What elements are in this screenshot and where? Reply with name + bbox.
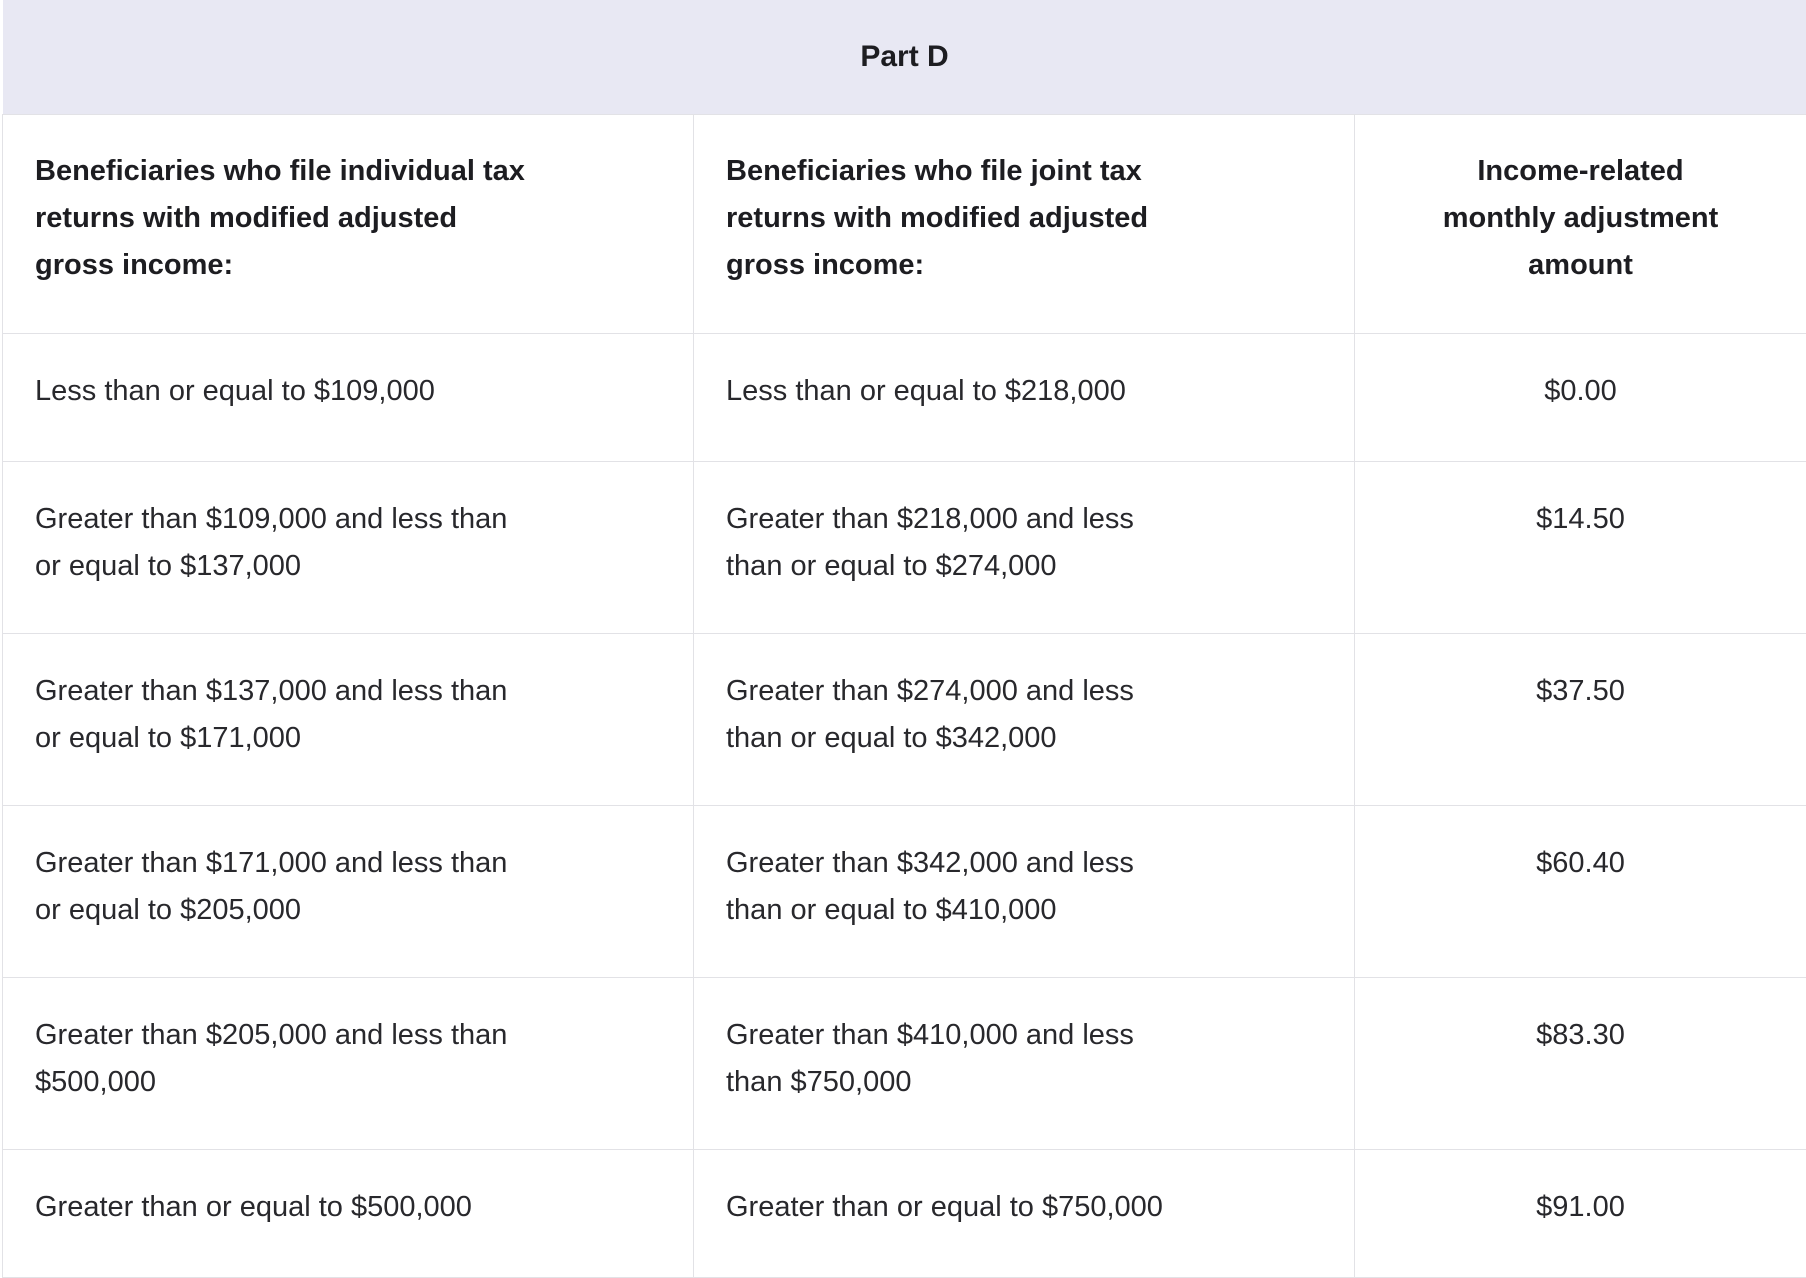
individual-income-cell: Greater than $137,000 and less than or e… [3,633,694,805]
table-row: Greater than $137,000 and less than or e… [3,633,1806,805]
joint-income-cell: Greater than $218,000 and less than or e… [694,461,1355,633]
table-row: Greater than $205,000 and less than $500… [3,977,1806,1149]
table-row: Greater than $109,000 and less than or e… [3,461,1806,633]
table-row: Greater than $171,000 and less than or e… [3,805,1806,977]
joint-income-cell: Greater than $342,000 and less than or e… [694,805,1355,977]
adjustment-amount-cell: $83.30 [1355,977,1806,1149]
individual-income-cell: Greater than or equal to $500,000 [3,1149,694,1277]
column-header-row: Beneficiaries who file individual tax re… [3,114,1806,333]
column-header-adjustment-amount: Income-related monthly adjustment amount [1355,114,1806,333]
individual-income-cell: Less than or equal to $109,000 [3,333,694,461]
adjustment-amount-cell: $0.00 [1355,333,1806,461]
table-title-part-d: Part D [3,0,1806,114]
individual-income-cell: Greater than $171,000 and less than or e… [3,805,694,977]
joint-income-cell: Greater than or equal to $750,000 [694,1149,1355,1277]
individual-income-cell: Greater than $205,000 and less than $500… [3,977,694,1149]
joint-income-cell: Greater than $410,000 and less than $750… [694,977,1355,1149]
column-header-individual-returns: Beneficiaries who file individual tax re… [3,114,694,333]
adjustment-amount-cell: $60.40 [1355,805,1806,977]
adjustment-amount-cell: $37.50 [1355,633,1806,805]
joint-income-cell: Greater than $274,000 and less than or e… [694,633,1355,805]
joint-income-cell: Less than or equal to $218,000 [694,333,1355,461]
table-row: Greater than or equal to $500,000 Greate… [3,1149,1806,1277]
individual-income-cell: Greater than $109,000 and less than or e… [3,461,694,633]
column-header-joint-returns: Beneficiaries who file joint tax returns… [694,114,1355,333]
table-row: Less than or equal to $109,000 Less than… [3,333,1806,461]
adjustment-amount-cell: $14.50 [1355,461,1806,633]
adjustment-amount-cell: $91.00 [1355,1149,1806,1277]
table-title-row: Part D [3,0,1806,114]
